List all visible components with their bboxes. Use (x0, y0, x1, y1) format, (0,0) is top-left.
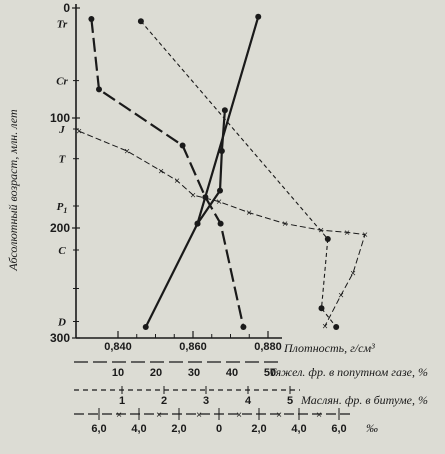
oil-tick-label: 5 (287, 395, 293, 407)
data-point (318, 305, 325, 312)
data-point-cross: × (338, 291, 344, 302)
permil-tick-label: 6,0 (91, 423, 106, 435)
permil-tick-label: 6,0 (331, 423, 346, 435)
period-label: Tr (57, 18, 68, 30)
data-point-cross: × (318, 226, 324, 237)
permil-tick-label: 2,0 (251, 423, 266, 435)
data-point (88, 16, 95, 22)
data-point (217, 220, 224, 227)
data-point (217, 187, 223, 194)
permil-axis-title: ‰ (366, 421, 378, 435)
permil-tick-label: 4,0 (131, 423, 146, 435)
data-point-cross: × (246, 208, 252, 219)
series-line-solid (196, 110, 226, 225)
data-point (255, 13, 262, 20)
data-point-cross: × (76, 127, 82, 138)
heavy-tick-label: 50 (264, 367, 276, 379)
permil-tick-label: 2,0 (171, 423, 186, 435)
permil-cross-marker: × (236, 410, 242, 421)
oil-axis-title: Маслян. фр. в битуме, % (300, 393, 428, 407)
y-tick-label: 100 (50, 111, 70, 125)
data-point (240, 324, 247, 330)
period-label: T (59, 154, 67, 166)
series-line-long-dash (90, 18, 245, 328)
data-point-cross: × (322, 321, 328, 332)
heavy-tick-label: 10 (112, 367, 124, 379)
permil-cross-marker: × (276, 410, 282, 421)
y-tick-label: 300 (50, 331, 70, 345)
data-point-cross: × (174, 176, 180, 187)
data-point-cross: × (124, 147, 130, 158)
data-point-cross: × (350, 269, 356, 280)
period-label: Cr (56, 76, 68, 88)
data-point-cross: × (216, 197, 222, 208)
permil-cross-marker: × (316, 410, 322, 421)
data-point-cross: × (282, 219, 288, 230)
density-tick-label: 0,880 (254, 341, 282, 353)
data-point (202, 194, 209, 201)
series-line-short-dash (140, 20, 337, 328)
y-tick-label: 200 (50, 221, 70, 235)
permil-tick-label: 0 (216, 423, 222, 435)
data-point (194, 220, 201, 227)
oil-tick-label: 2 (161, 395, 167, 407)
period-label: J (58, 124, 65, 136)
data-point (221, 107, 228, 114)
data-point-cross: × (344, 228, 350, 239)
data-point (96, 86, 102, 93)
density-axis-title: Плотность, г/см³ (283, 341, 375, 355)
permil-tick-label: 4,0 (291, 423, 306, 435)
permil-cross-marker: × (116, 410, 122, 421)
data-point-cross: × (362, 230, 368, 241)
heavy-tick-label: 30 (188, 367, 200, 379)
data-point (142, 324, 149, 330)
permil-cross-marker: × (196, 410, 202, 421)
heavy-axis-title: Тяжел. фр. в попутном газе, % (269, 365, 428, 379)
heavy-tick-label: 40 (226, 367, 238, 379)
density-tick-label: 0,860 (179, 341, 207, 353)
y-tick-label: 0 (63, 1, 70, 15)
period-label: C (58, 245, 66, 257)
period-label-subscript: 1 (63, 206, 67, 215)
data-point (137, 18, 144, 25)
density-tick-label: 0,840 (104, 341, 132, 353)
series-line-dash-cross (78, 130, 366, 327)
permil-cross-marker: × (156, 410, 162, 421)
data-point (333, 324, 340, 330)
data-point-cross: × (190, 191, 196, 202)
y-axis-title: Абсолютный возраст, млн. лет (6, 109, 20, 272)
data-point (179, 142, 186, 149)
data-point (324, 236, 331, 242)
data-point-cross: × (158, 166, 164, 177)
oil-tick-label: 4 (245, 395, 252, 407)
period-label: P1 (57, 201, 68, 215)
oil-tick-label: 3 (203, 395, 209, 407)
data-point (218, 148, 225, 154)
oil-tick-label: 1 (119, 395, 125, 407)
period-label: D (57, 317, 66, 329)
heavy-tick-label: 20 (150, 367, 162, 379)
